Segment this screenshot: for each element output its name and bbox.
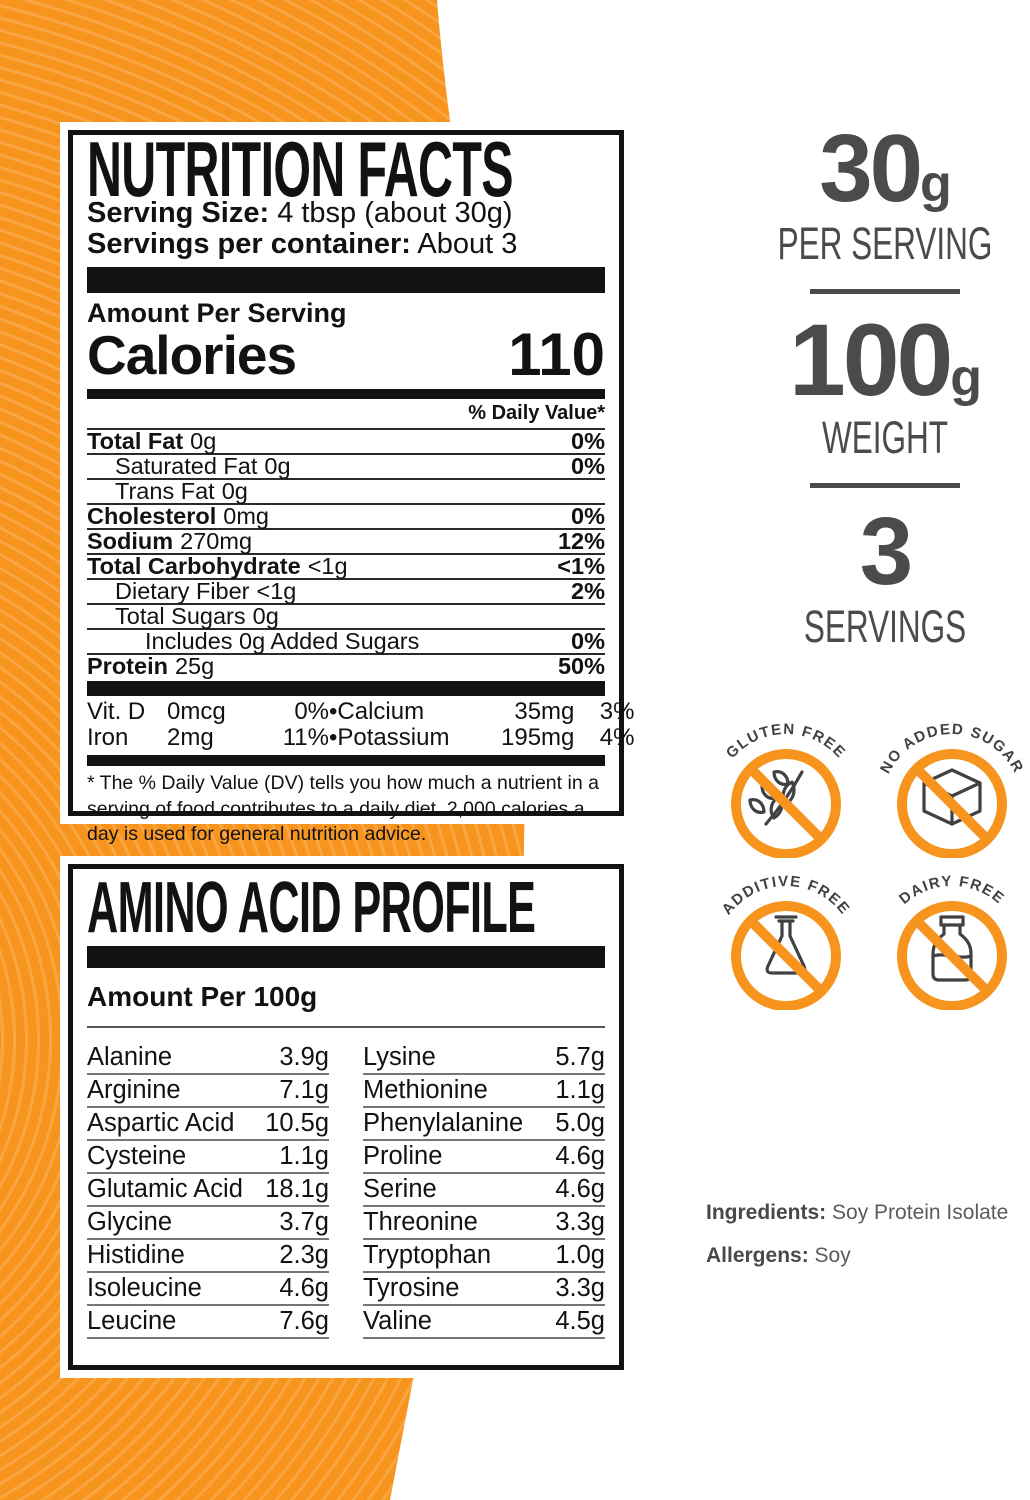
nutrient-row-cholesterol: Cholesterol 0mg 0% — [87, 503, 605, 530]
nutrient-row-protein: Protein 25g 50% — [87, 653, 605, 679]
stat-weight: 100g WEIGHT — [789, 302, 982, 464]
amino-row: Valine 4.5g — [363, 1306, 605, 1339]
stat-per-serving: 30g PER SERVING — [777, 115, 993, 270]
amino-row: Alanine 3.9g — [87, 1042, 329, 1075]
feature-badges: GLUTEN FREE NO ADDED SUGAR — [706, 706, 1030, 1010]
amino-row: Threonine 3.3g — [363, 1207, 605, 1240]
nutrient-row-added-sugars: Includes 0g Added Sugars 0% — [87, 629, 605, 655]
divider-bar — [87, 389, 605, 399]
nutrient-row-sodium: Sodium 270mg 12% — [87, 528, 605, 555]
nutrient-row-saturated-fat: Saturated Fat 0g 0% — [87, 454, 605, 480]
amino-row: Tryptophan 1.0g — [363, 1240, 605, 1273]
divider-bar — [87, 267, 605, 293]
nutrition-facts-panel: NUTRITION FACTS Serving Size: 4 tbsp (ab… — [60, 122, 635, 845]
serving-size-line: Serving Size: 4 tbsp (about 30g) — [87, 198, 605, 229]
no-added-sugar-badge: NO ADDED SUGAR — [877, 721, 1027, 858]
dairy-free-badge: DAIRY FREE — [896, 873, 1007, 1010]
divider-bar — [87, 755, 605, 766]
amino-row: Glycine 3.7g — [87, 1207, 329, 1240]
amino-acid-panel: AMINO ACID PROFILE Amount Per 100g Alani… — [60, 856, 632, 1378]
nutrition-facts-border: NUTRITION FACTS Serving Size: 4 tbsp (ab… — [68, 125, 635, 845]
daily-value-header: % Daily Value* — [87, 399, 605, 430]
calories-label: Calories — [87, 324, 297, 386]
amount-per-serving-label: Amount Per Serving — [87, 298, 347, 328]
amino-row: Serine 4.6g — [363, 1174, 605, 1207]
servings-per-container-line: Servings per container: About 3 — [87, 229, 605, 260]
additive-free-badge: ADDITIVE FREE — [719, 873, 854, 1010]
serving-size-label: Serving Size: — [87, 197, 270, 229]
allergens-line: Allergens: Soy — [706, 1243, 1030, 1269]
amino-row: Lysine 5.7g — [363, 1042, 605, 1075]
servings-per-container-label: Servings per container: — [87, 228, 411, 260]
stat-servings: 3 SERVINGS — [803, 497, 967, 653]
amino-acid-title-text: AMINO ACID PROFILE — [87, 868, 536, 948]
allergens-label: Allergens: — [706, 1244, 809, 1267]
amino-acid-table: Alanine 3.9g Arginine 7.1g Aspartic Acid 10… — [87, 1042, 605, 1339]
nutrient-row-dietary-fiber: Dietary Fiber <1g 2% — [87, 579, 605, 605]
bullet-separator: • — [329, 698, 338, 725]
calories-row: Calories 110 — [87, 321, 605, 388]
serving-size-value: 4 tbsp (about 30g) — [277, 197, 513, 229]
amino-row: Isoleucine 4.6g — [87, 1273, 329, 1306]
nutrition-facts-title-text: NUTRITION FACTS — [87, 125, 514, 213]
calories-value: 110 — [508, 321, 605, 388]
amino-row: Cysteine 1.1g — [87, 1141, 329, 1174]
amino-row: Tyrosine 3.3g — [363, 1273, 605, 1306]
daily-value-footnote: * The % Daily Value (DV) tells you how m… — [87, 772, 599, 846]
amino-row: Aspartic Acid 10.5g — [87, 1108, 329, 1141]
amount-per-100g-label: Amount Per 100g — [87, 982, 605, 1028]
amino-acid-column-left: Alanine 3.9g Arginine 7.1g Aspartic Acid 10… — [87, 1042, 329, 1339]
amino-row: Phenylalanine 5.0g — [363, 1108, 605, 1141]
amino-row: Arginine 7.1g — [87, 1075, 329, 1108]
divider-bar — [87, 946, 605, 968]
amino-row: Leucine 7.6g — [87, 1306, 329, 1339]
micronutrient-row-1: Vit. D 0mcg 0% • Calcium 35mg 3% — [87, 698, 635, 725]
amino-row: Histidine 2.3g — [87, 1240, 329, 1273]
amino-acid-column-right: Lysine 5.7g Methionine 1.1g Phenylalanine 5… — [363, 1042, 605, 1339]
amino-row: Glutamic Acid 18.1g — [87, 1174, 329, 1207]
nutrient-row-total-carbohydrate: Total Carbohydrate <1g <1% — [87, 553, 605, 580]
nutrient-row-total-fat: Total Fat 0g 0% — [87, 428, 605, 455]
serving-stats: 30g PER SERVING 100g WEIGHT 3 SERVINGS — [718, 115, 1030, 653]
amino-row: Proline 4.6g — [363, 1141, 605, 1174]
nutrient-row-trans-fat: Trans Fat 0g — [87, 479, 605, 505]
ingredients-block: Ingredients: Soy Protein Isolate Allerge… — [706, 1200, 1030, 1269]
divider-bar — [87, 681, 605, 696]
svg-text:NO ADDED SUGAR: NO ADDED SUGAR — [877, 721, 1027, 777]
servings-per-container-value: About 3 — [417, 228, 518, 260]
allergens-value: Soy — [814, 1244, 851, 1267]
ingredients-label: Ingredients: — [706, 1201, 827, 1224]
stat-divider — [810, 288, 960, 294]
micronutrient-row-2: Iron 2mg 11% • Potassium 195mg 4% — [87, 724, 635, 751]
stat-divider — [810, 482, 960, 488]
svg-text:ADDITIVE FREE: ADDITIVE FREE — [719, 873, 854, 918]
ingredients-value: Soy Protein Isolate — [832, 1201, 1009, 1224]
gluten-free-badge: GLUTEN FREE — [723, 721, 848, 858]
nutrition-facts-title: NUTRITION FACTS — [87, 125, 605, 213]
amino-acid-border: AMINO ACID PROFILE Amount Per 100g Alani… — [68, 864, 624, 1370]
bullet-separator: • — [329, 724, 338, 751]
ingredients-line: Ingredients: Soy Protein Isolate — [706, 1200, 1030, 1226]
amino-acid-title: AMINO ACID PROFILE — [87, 868, 605, 948]
nutrient-row-total-sugars: Total Sugars 0g — [87, 604, 605, 630]
amino-row: Methionine 1.1g — [363, 1075, 605, 1108]
